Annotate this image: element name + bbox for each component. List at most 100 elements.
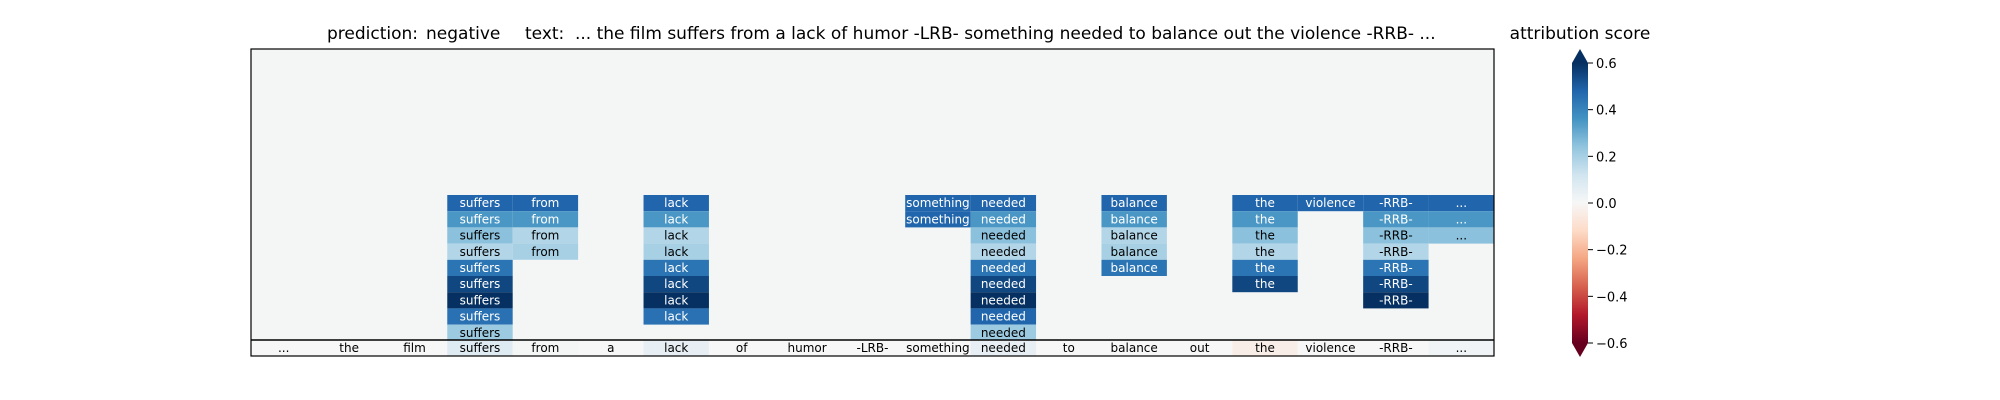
- attribution-cell-label: needed: [981, 261, 1026, 275]
- attribution-cell-label: ...: [1456, 212, 1467, 226]
- attribution-cell-label: balance: [1111, 261, 1158, 275]
- attribution-cells: suffers suffers suffers suffers suffers suffe…: [447, 195, 1494, 341]
- token-cell: [1428, 340, 1494, 356]
- prediction-value: negative: [426, 24, 500, 44]
- token-cell: [1036, 340, 1102, 356]
- attribution-cell-label: something: [906, 196, 970, 210]
- token-row: ... the film suffers from a lack of humor -LRB-so…: [251, 340, 1494, 356]
- text-value: ... the film suffers from a lack of humo…: [575, 24, 1436, 44]
- attribution-cell-label: from: [531, 229, 559, 243]
- colorbar-tick-label: −0.4: [1596, 290, 1628, 305]
- colorbar: 0.6 0.4 0.2 0.0 −0.2 −0.4 −0.6: [1572, 49, 1628, 357]
- attribution-cell-label: -RRB-: [1379, 261, 1413, 275]
- token-label: out: [1190, 341, 1210, 355]
- attribution-cell-label: the: [1255, 212, 1275, 226]
- attribution-cell-label: the: [1255, 261, 1275, 275]
- token-cell: [839, 340, 906, 356]
- attribution-cell: [1363, 276, 1429, 293]
- token-cell: [1166, 340, 1233, 356]
- colorbar-tick-label: 0.2: [1596, 150, 1617, 165]
- attribution-cell: [1363, 195, 1429, 212]
- attribution-cell: [643, 243, 709, 260]
- attribution-cell: [1428, 211, 1494, 228]
- attribution-cell: [512, 227, 579, 244]
- attribution-cell-label: lack: [664, 277, 688, 291]
- attribution-cell-label: suffers: [460, 245, 501, 259]
- token-label: suffers: [460, 341, 501, 355]
- attribution-cell: [643, 259, 709, 276]
- attribution-cell-label: from: [531, 245, 559, 259]
- colorbar-label: attribution score: [1510, 24, 1651, 44]
- attribution-cell: [1101, 227, 1167, 244]
- token-cell: [251, 340, 317, 356]
- attribution-cell-label: lack: [664, 196, 688, 210]
- attribution-cell-label: -RRB-: [1379, 245, 1413, 259]
- attribution-cell: [1428, 195, 1494, 212]
- attribution-cell: [1101, 243, 1167, 260]
- attribution-cell-label: lack: [664, 229, 688, 243]
- attribution-cell: [447, 292, 513, 309]
- attribution-cell-label: -RRB-: [1379, 212, 1413, 226]
- token-cell: [708, 340, 775, 356]
- attribution-cell-label: needed: [981, 196, 1026, 210]
- attribution-cell-label: something: [906, 212, 970, 226]
- attribution-cell-label: suffers: [460, 212, 501, 226]
- attribution-cell: [1101, 195, 1167, 212]
- attribution-cell: [1363, 259, 1429, 276]
- attribution-cell: [447, 211, 513, 228]
- attribution-cell: [970, 227, 1037, 244]
- attribution-cell: [970, 195, 1037, 212]
- attribution-cell: [1363, 292, 1429, 309]
- token-label: the: [1255, 341, 1275, 355]
- token-cell: [1297, 340, 1364, 356]
- attribution-cell: [905, 211, 971, 228]
- attribution-cell-label: the: [1255, 245, 1275, 259]
- attribution-cell: [1101, 211, 1167, 228]
- attribution-cell-label: needed: [981, 326, 1026, 340]
- attribution-cell-label: lack: [664, 212, 688, 226]
- attribution-cell: [1232, 243, 1298, 260]
- token-label: from: [531, 341, 559, 355]
- attribution-cell: [447, 243, 513, 260]
- attribution-cell: [447, 227, 513, 244]
- colorbar-tick-label: 0.0: [1596, 197, 1617, 212]
- attribution-cell-label: suffers: [460, 293, 501, 307]
- attribution-cell: [643, 276, 709, 293]
- token-label: film: [403, 341, 426, 355]
- token-label: ...: [278, 341, 289, 355]
- token-cell: [970, 340, 1037, 356]
- attribution-cell-label: the: [1255, 196, 1275, 210]
- attribution-cell: [643, 227, 709, 244]
- colorbar-ticks: 0.6 0.4 0.2 0.0 −0.2 −0.4 −0.6: [1588, 57, 1628, 352]
- attribution-cell: [512, 211, 579, 228]
- token-cell: [774, 340, 840, 356]
- colorbar-top-extension: [1572, 49, 1588, 63]
- attribution-cell: [1232, 227, 1298, 244]
- attribution-cell: [970, 308, 1037, 325]
- attribution-cell-label: needed: [981, 212, 1026, 226]
- token-label: -RRB-: [1379, 341, 1413, 355]
- attribution-cell-label: balance: [1111, 245, 1158, 259]
- attribution-cell-label: needed: [981, 310, 1026, 324]
- attribution-cell-label: needed: [981, 293, 1026, 307]
- colorbar-bottom-extension: [1572, 343, 1588, 357]
- attribution-cell-label: needed: [981, 229, 1026, 243]
- attribution-cell: [1101, 259, 1167, 276]
- attribution-cell-label: lack: [664, 293, 688, 307]
- attribution-cell-label: balance: [1111, 196, 1158, 210]
- attribution-cell: [1232, 195, 1298, 212]
- attribution-cell-label: lack: [664, 261, 688, 275]
- attribution-cell-label: -RRB-: [1379, 293, 1413, 307]
- prediction-label: prediction:: [327, 24, 418, 44]
- attribution-cell-label: the: [1255, 277, 1275, 291]
- attribution-cell-label: from: [531, 196, 559, 210]
- text-label: text:: [525, 24, 564, 44]
- attribution-cell-label: -RRB-: [1379, 277, 1413, 291]
- attribution-cell: [970, 292, 1037, 309]
- attribution-cell: [512, 195, 579, 212]
- token-cell: [381, 340, 448, 356]
- attribution-cell: [970, 276, 1037, 293]
- attribution-cell-label: violence: [1305, 196, 1355, 210]
- attribution-cell-label: lack: [664, 310, 688, 324]
